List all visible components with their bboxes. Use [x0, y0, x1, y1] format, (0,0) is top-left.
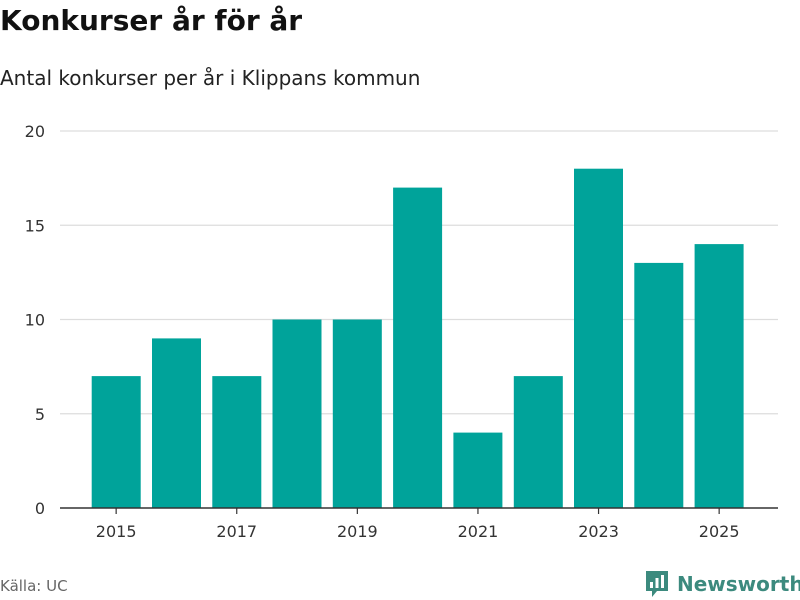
x-tick-label-2025: 2025: [699, 522, 740, 541]
x-tick-label-2023: 2023: [578, 522, 619, 541]
bar-2022[interactable]: [513, 376, 563, 508]
x-tick-label-2019: 2019: [337, 522, 378, 541]
y-tick-label-10: 10: [25, 311, 45, 330]
y-tick-label-20: 20: [25, 122, 45, 141]
bar-2024[interactable]: [634, 262, 684, 508]
bar-2023[interactable]: [574, 168, 623, 508]
y-tick-label-0: 0: [35, 499, 45, 518]
bar-2017[interactable]: [212, 376, 262, 508]
y-tick-label-5: 5: [35, 405, 45, 424]
y-axis-ticks: 0 5 10 15 20: [25, 122, 45, 518]
x-tick-label-2017: 2017: [216, 522, 257, 541]
newsworthy-logo-text: Newsworthy: [677, 572, 800, 596]
x-tick-label-2015: 2015: [96, 522, 137, 541]
source-note: Källa: UC: [0, 577, 68, 595]
newsworthy-logo-icon: [646, 571, 668, 597]
bar-2016[interactable]: [152, 338, 201, 508]
bar-2018[interactable]: [272, 319, 322, 509]
x-axis: 2015 2017 2019 2021 2023 2025: [60, 507, 778, 541]
bars: [91, 168, 744, 509]
y-tick-label-15: 15: [25, 216, 45, 235]
chart-subtitle: Antal konkurser per år i Klippans kommun: [0, 66, 421, 90]
chart-title: Konkurser år för år: [0, 4, 303, 37]
newsworthy-logo[interactable]: Newsworthy: [644, 568, 800, 600]
bar-2020[interactable]: [393, 187, 443, 508]
bar-chart: 0 5 10 15 20 2015 2017 2019 2021 2023 2025: [25, 122, 778, 541]
bar-2015[interactable]: [91, 376, 141, 508]
x-tick-label-2021: 2021: [458, 522, 499, 541]
bar-2025[interactable]: [694, 244, 744, 508]
bar-2019[interactable]: [332, 319, 382, 509]
bar-2021[interactable]: [453, 432, 503, 508]
